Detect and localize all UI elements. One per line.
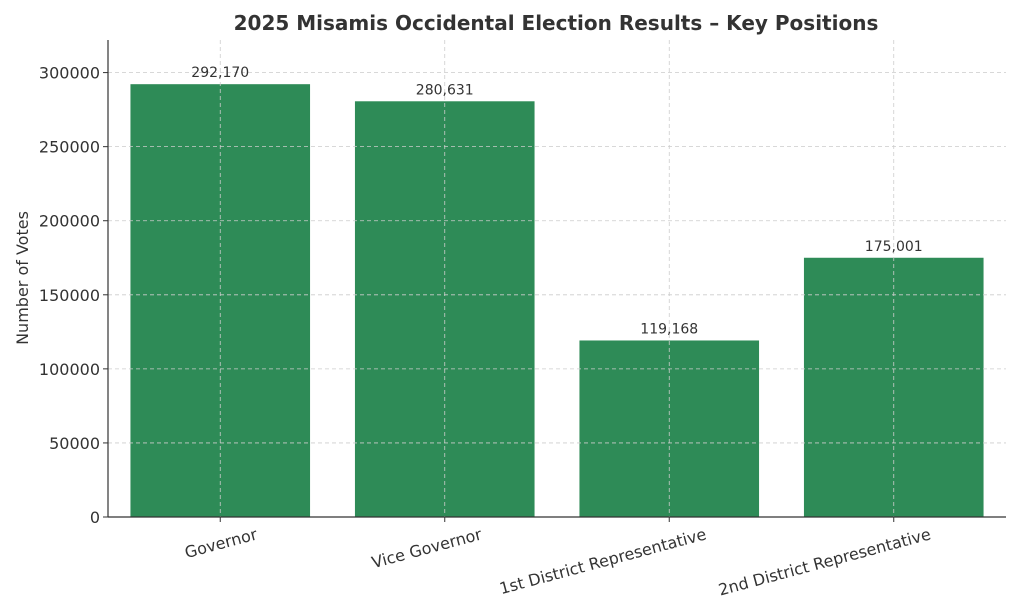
x-tick-label: Governor [183,524,260,562]
y-tick-label: 50000 [49,434,100,453]
y-tick-label: 300000 [39,64,100,83]
y-tick-label: 200000 [39,212,100,231]
x-tick-label: Vice Governor [370,524,485,572]
x-axis-ticks: Governor Vice Governor 1st District Repres… [183,517,933,600]
y-axis-ticks: 0 50000 100000 150000 200000 250000 300000 [39,64,108,527]
gridlines [108,40,1006,517]
bar-2nd-district-representative [803,257,984,517]
axes [107,40,1006,518]
bar-value-label: 119,168 [640,321,698,337]
y-tick-label: 150000 [39,286,100,305]
y-axis-label: Number of Votes [13,211,32,345]
bar-value-label: 175,001 [865,239,923,255]
chart-title: 2025 Misamis Occidental Election Results… [234,11,879,35]
y-tick-label: 0 [90,508,100,527]
y-tick-label: 100000 [39,360,100,379]
bar-value-label: 292,170 [191,65,249,81]
y-tick-label: 250000 [39,138,100,157]
x-tick-label: 1st District Representative [497,525,708,599]
bars [130,84,984,518]
data-labels: 292,170 280,631 119,168 175,001 [191,65,922,337]
bar-value-label: 280,631 [416,82,474,98]
x-tick-label: 2nd District Representative [716,525,932,600]
